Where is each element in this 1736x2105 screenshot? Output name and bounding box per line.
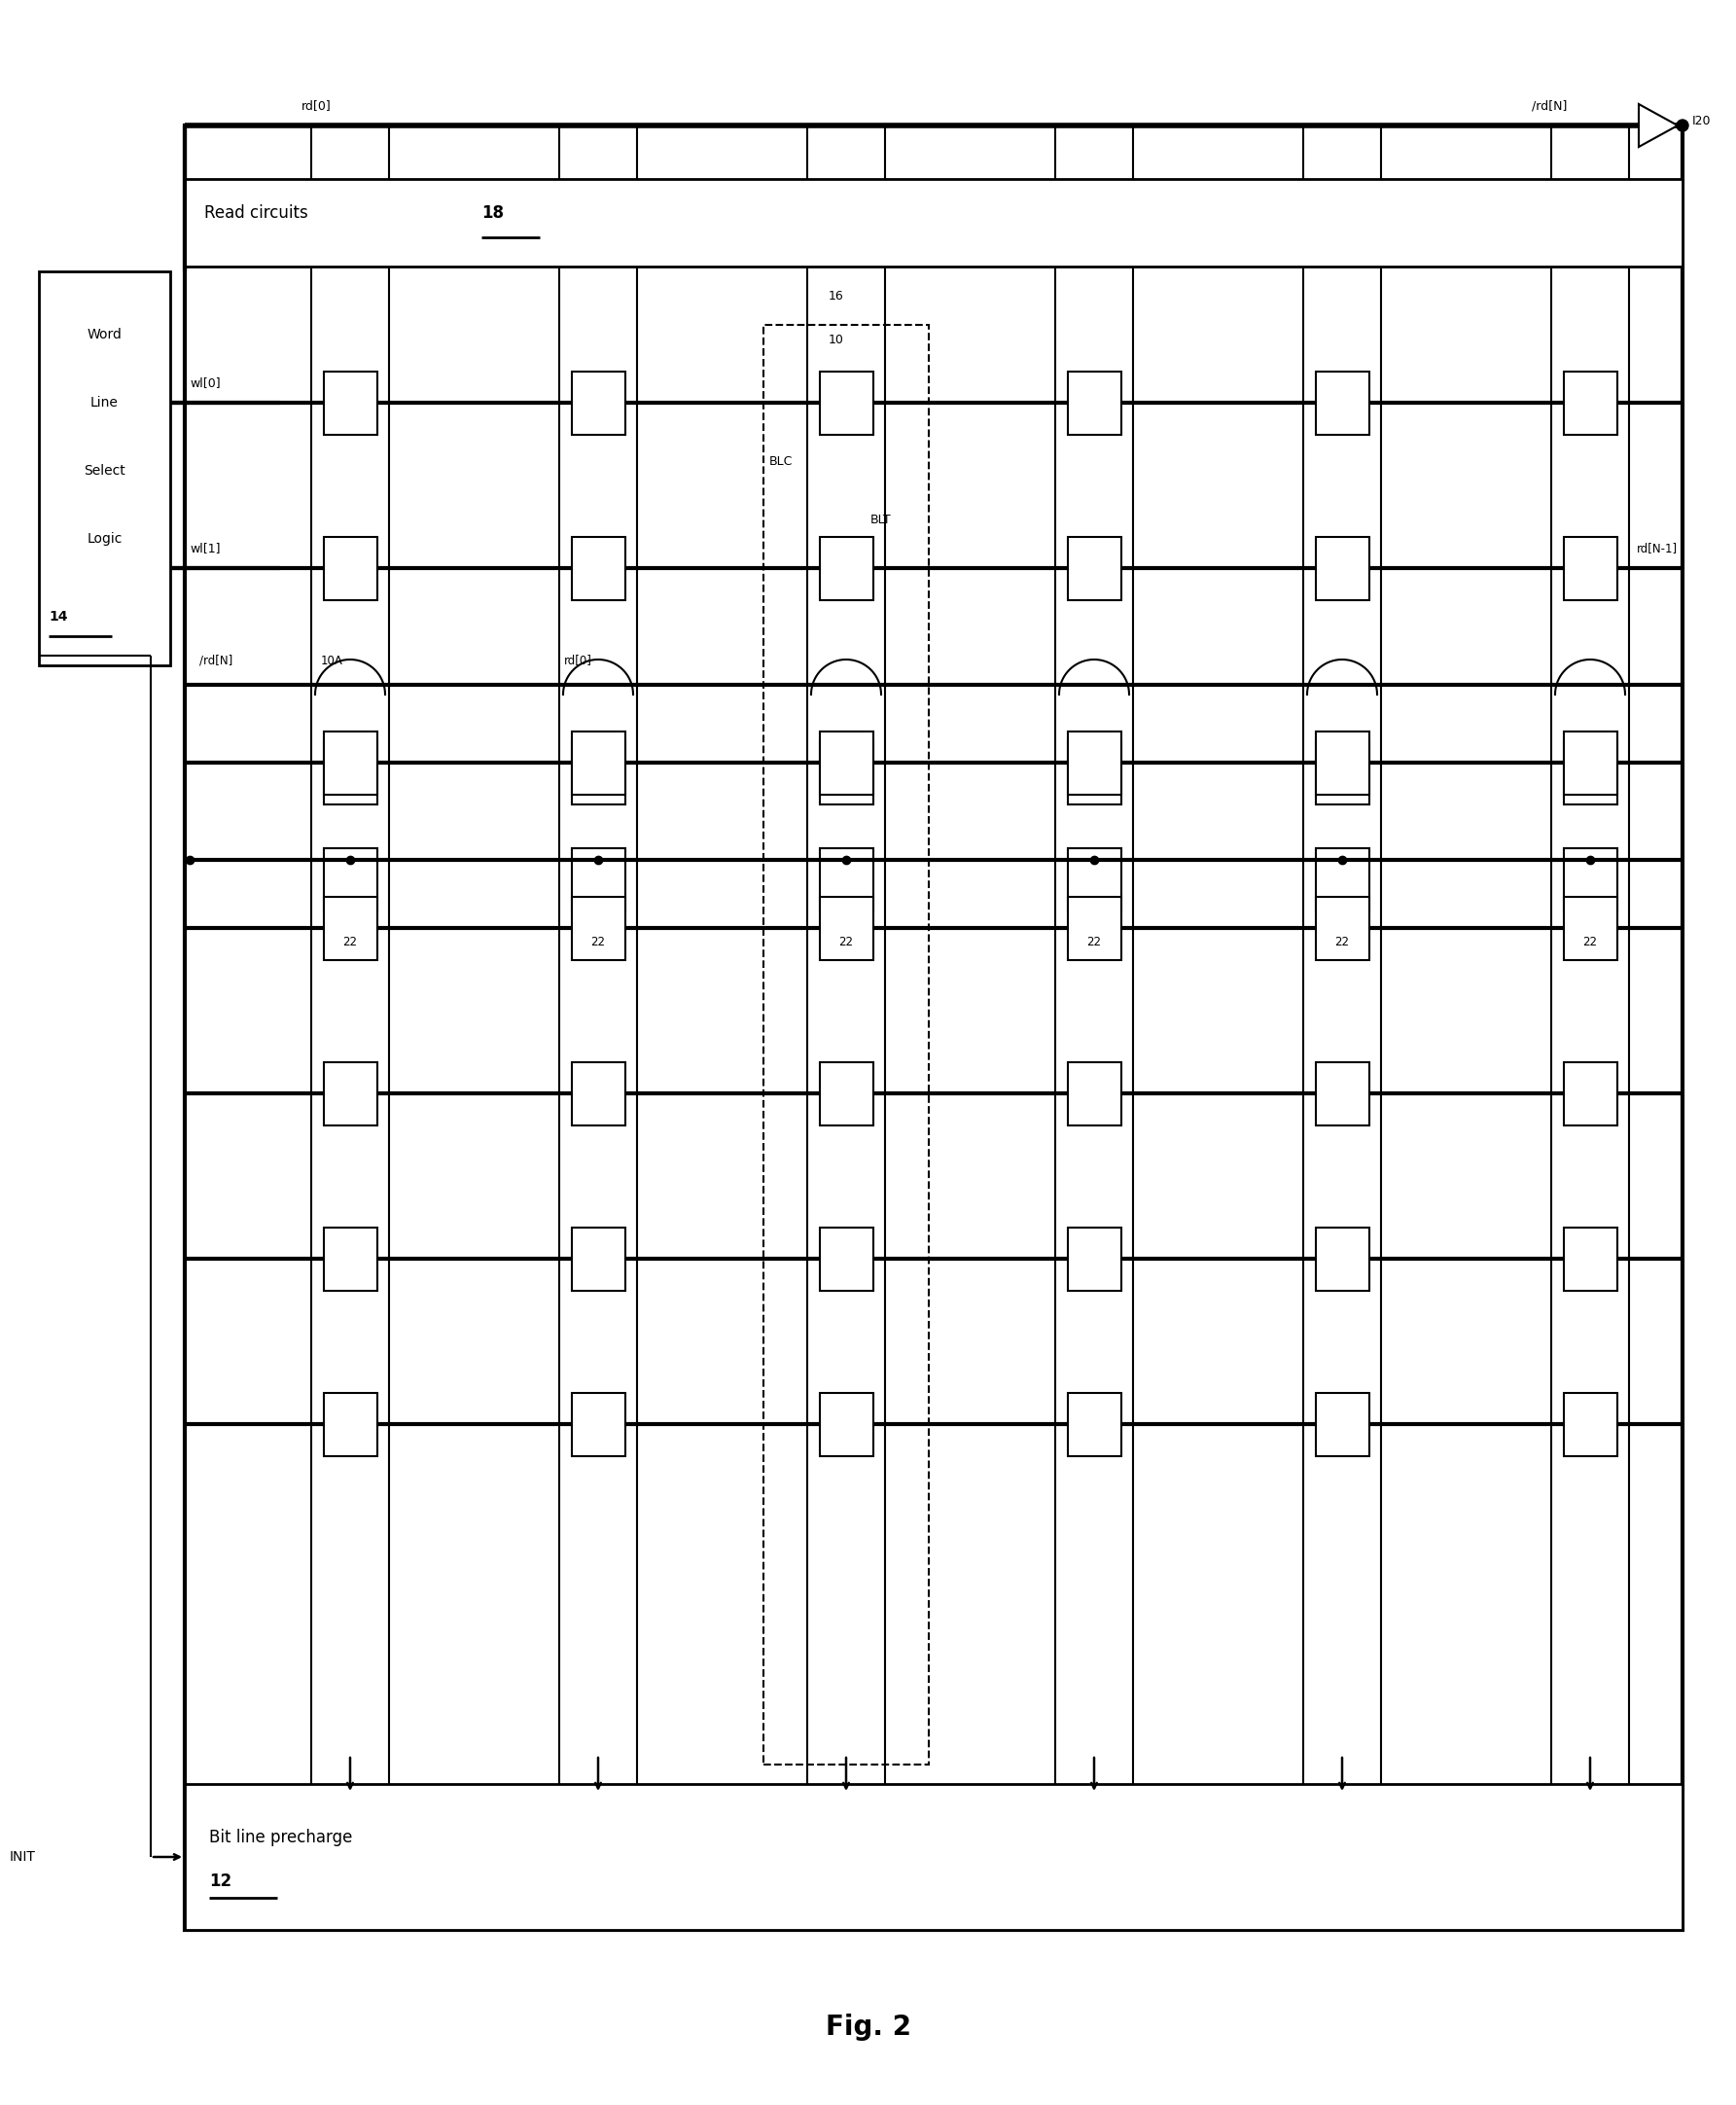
Text: 14: 14	[49, 610, 68, 623]
Text: 22: 22	[1583, 935, 1597, 947]
Text: /rd[N]: /rd[N]	[200, 655, 233, 667]
Bar	[323, 1061, 377, 1124]
Bar	[1316, 537, 1370, 600]
Bar	[184, 179, 1682, 267]
Text: rd[0]: rd[0]	[564, 655, 592, 667]
Bar	[184, 1785, 1682, 1930]
Text: 22: 22	[838, 935, 854, 947]
Text: 12: 12	[208, 1873, 231, 1890]
Bar	[323, 1394, 377, 1457]
Bar	[1068, 730, 1121, 794]
Text: INIT: INIT	[10, 1850, 36, 1863]
Text: Fig. 2: Fig. 2	[825, 2014, 911, 2042]
Bar	[184, 126, 1682, 1930]
Bar	[1316, 1061, 1370, 1124]
Bar	[1316, 741, 1370, 804]
Text: 10: 10	[828, 333, 844, 345]
Circle shape	[1677, 120, 1689, 131]
Text: BLC: BLC	[769, 455, 793, 467]
Text: BLT: BLT	[870, 514, 892, 526]
Text: 16: 16	[828, 288, 844, 301]
Text: 10A: 10A	[321, 655, 344, 667]
Bar	[1316, 730, 1370, 794]
Bar	[571, 730, 625, 794]
Text: 22: 22	[1087, 935, 1101, 947]
Text: Word: Word	[87, 328, 122, 341]
Bar	[819, 741, 873, 804]
Bar	[323, 370, 377, 434]
Text: rd[0]: rd[0]	[302, 99, 332, 112]
Bar	[1068, 1227, 1121, 1290]
Text: Line: Line	[90, 396, 118, 410]
Text: /rd[N]: /rd[N]	[1531, 99, 1568, 112]
Text: Select: Select	[83, 463, 125, 478]
Bar	[1316, 897, 1370, 960]
Bar	[1068, 1394, 1121, 1457]
Text: Bit line precharge: Bit line precharge	[208, 1829, 352, 1846]
Text: 22: 22	[342, 935, 358, 947]
Bar	[1316, 1394, 1370, 1457]
Bar	[764, 324, 929, 1764]
Bar	[1068, 897, 1121, 960]
Bar	[323, 730, 377, 794]
Bar	[571, 537, 625, 600]
Bar	[1068, 370, 1121, 434]
Bar	[819, 897, 873, 960]
Bar	[1316, 370, 1370, 434]
Text: Logic: Logic	[87, 533, 122, 545]
Bar	[819, 730, 873, 794]
Bar	[571, 1227, 625, 1290]
Bar	[323, 741, 377, 804]
Bar	[571, 741, 625, 804]
Text: wl[0]: wl[0]	[189, 377, 220, 389]
Text: 22: 22	[1335, 935, 1349, 947]
Bar	[571, 370, 625, 434]
Bar	[819, 537, 873, 600]
Bar	[1316, 1227, 1370, 1290]
Bar	[1564, 370, 1616, 434]
Bar	[323, 1227, 377, 1290]
Bar	[1564, 741, 1616, 804]
Bar	[819, 370, 873, 434]
Polygon shape	[1639, 103, 1677, 147]
Bar	[1564, 1394, 1616, 1457]
Bar	[1068, 1061, 1121, 1124]
Bar	[571, 1061, 625, 1124]
Bar	[819, 848, 873, 911]
Bar	[1564, 848, 1616, 911]
Bar	[571, 1394, 625, 1457]
Bar	[819, 1227, 873, 1290]
Bar	[38, 272, 170, 665]
Bar	[571, 897, 625, 960]
Text: Read circuits: Read circuits	[205, 204, 312, 221]
Bar	[819, 1394, 873, 1457]
Bar	[571, 848, 625, 911]
Text: I20: I20	[1693, 114, 1712, 126]
Bar	[1068, 741, 1121, 804]
Text: 22: 22	[590, 935, 606, 947]
Bar	[323, 848, 377, 911]
Bar	[1564, 897, 1616, 960]
Bar	[1564, 1227, 1616, 1290]
Bar	[323, 537, 377, 600]
Text: 18: 18	[481, 204, 503, 221]
Bar	[1564, 730, 1616, 794]
Text: wl[1]: wl[1]	[189, 543, 220, 556]
Bar	[323, 897, 377, 960]
Text: rd[N-1]: rd[N-1]	[1637, 543, 1677, 556]
Bar	[819, 1061, 873, 1124]
Bar	[1564, 537, 1616, 600]
Bar	[1068, 537, 1121, 600]
Bar	[1564, 1061, 1616, 1124]
Bar	[1068, 848, 1121, 911]
Bar	[1316, 848, 1370, 911]
